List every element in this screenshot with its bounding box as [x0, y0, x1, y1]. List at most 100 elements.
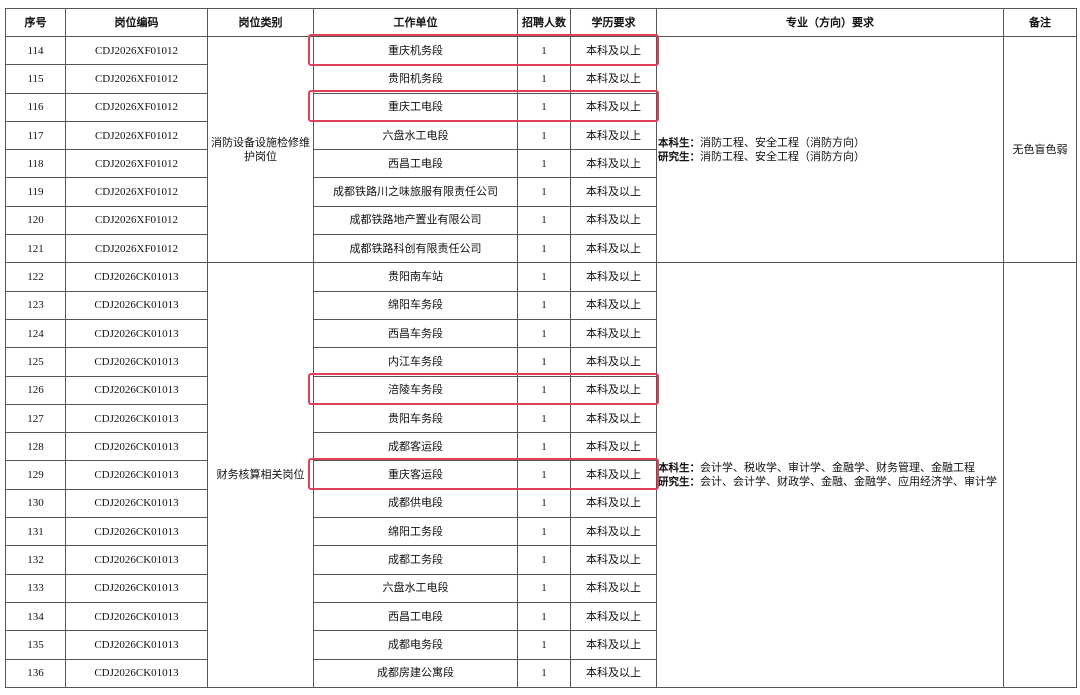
code-cell: CDJ2026XF01012 — [65, 234, 208, 264]
edu-cell: 本科及以上 — [570, 35, 657, 66]
table-row: 126 CDJ2026CK01013 涪陵车务段 1 本科及以上 — [5, 375, 1077, 405]
major-line: 本科生：消防工程、安全工程（消防方向） — [658, 136, 1002, 150]
count-cell: 1 — [517, 262, 571, 292]
count-cell: 1 — [517, 205, 571, 236]
major-cell: 本科生：消防工程、安全工程（消防方向） 研究生：消防工程、安全工程（消防方向） — [656, 35, 1004, 264]
code-cell: CDJ2026XF01012 — [65, 177, 208, 207]
seq-cell: 133 — [5, 573, 66, 603]
count-cell: 1 — [517, 290, 571, 320]
edu-cell: 本科及以上 — [570, 658, 657, 688]
count-cell: 1 — [517, 347, 571, 377]
edu-cell: 本科及以上 — [570, 92, 657, 122]
header-cell: 岗位编码 — [65, 8, 208, 37]
seq-cell: 135 — [5, 630, 66, 660]
code-cell: CDJ2026CK01013 — [65, 601, 208, 632]
note-cell: 无色盲色弱 — [1003, 35, 1077, 264]
major-line: 研究生：会计、会计学、财政学、金融、金融学、应用经济学、审计学 — [658, 475, 1002, 489]
code-cell: CDJ2026CK01013 — [65, 658, 208, 688]
code-cell: CDJ2026CK01013 — [65, 630, 208, 660]
unit-cell: 西昌工电段 — [313, 601, 518, 632]
table-row: 133 CDJ2026CK01013 六盘水工电段 1 本科及以上 — [5, 573, 1077, 603]
seq-cell: 114 — [5, 35, 66, 66]
header-cell: 专业（方向）要求 — [656, 8, 1004, 37]
code-cell: CDJ2026CK01013 — [65, 262, 208, 292]
table-row: 135 CDJ2026CK01013 成都电务段 1 本科及以上 — [5, 630, 1077, 660]
highlight-box — [307, 457, 659, 491]
edu-cell: 本科及以上 — [570, 347, 657, 377]
seq-cell: 121 — [5, 234, 66, 264]
table-row: 132 CDJ2026CK01013 成都工务段 1 本科及以上 — [5, 545, 1077, 575]
seq-cell: 130 — [5, 488, 66, 519]
category-cell: 消防设备设施检修维护岗位 — [207, 35, 314, 264]
count-cell: 1 — [517, 488, 571, 519]
unit-cell: 成都工务段 — [313, 545, 518, 575]
major-label: 研究生： — [658, 476, 700, 489]
count-cell: 1 — [517, 545, 571, 575]
major-line: 本科生：会计学、税收学、审计学、金融学、财务管理、金融工程 — [658, 461, 1002, 475]
seq-cell: 122 — [5, 262, 66, 292]
major-label: 本科生： — [658, 136, 700, 149]
seq-cell: 132 — [5, 545, 66, 575]
edu-cell: 本科及以上 — [570, 177, 657, 207]
unit-cell: 成都铁路川之味旅服有限责任公司 — [313, 177, 518, 207]
header-row: 序号 岗位编码 岗位类别 工作单位 招聘人数 学历要求 专业（方向）要求 备注 — [5, 8, 1077, 37]
seq-cell: 120 — [5, 205, 66, 236]
unit-cell: 成都铁路科创有限责任公司 — [313, 234, 518, 264]
table-row: 124 CDJ2026CK01013 西昌车务段 1 本科及以上 — [5, 318, 1077, 349]
header-cell: 工作单位 — [313, 8, 518, 37]
edu-cell: 本科及以上 — [570, 234, 657, 264]
header-cell: 招聘人数 — [517, 8, 571, 37]
edu-cell: 本科及以上 — [570, 290, 657, 320]
table-row: 131 CDJ2026CK01013 绵阳工务段 1 本科及以上 — [5, 517, 1077, 547]
highlight-box — [307, 373, 659, 406]
table-row: 121 CDJ2026XF01012 成都铁路科创有限责任公司 1 本科及以上 — [5, 234, 1077, 264]
highlight-box — [307, 33, 659, 66]
seq-cell: 125 — [5, 347, 66, 377]
code-cell: CDJ2026XF01012 — [65, 92, 208, 122]
edu-cell: 本科及以上 — [570, 403, 657, 434]
edu-cell: 本科及以上 — [570, 432, 657, 462]
unit-cell: 绵阳车务段 — [313, 290, 518, 320]
note-cell — [1003, 262, 1077, 688]
edu-cell: 本科及以上 — [570, 318, 657, 349]
count-cell: 1 — [517, 630, 571, 660]
job-table: 序号 岗位编码 岗位类别 工作单位 招聘人数 学历要求 专业（方向）要求 备注 114 CDJ2… — [5, 8, 1077, 688]
unit-cell: 成都房建公寓段 — [313, 658, 518, 688]
count-cell: 1 — [517, 403, 571, 434]
edu-cell: 本科及以上 — [570, 120, 657, 151]
major-text: 会计学、税收学、审计学、金融学、财务管理、金融工程 — [700, 462, 975, 475]
table-row: 122 CDJ2026CK01013 财务核算相关岗位 贵阳南车站 1 本科及以上 本科生：… — [5, 262, 1077, 688]
seq-cell: 126 — [5, 375, 66, 405]
unit-cell: 成都客运段 — [313, 432, 518, 462]
code-cell: CDJ2026CK01013 — [65, 375, 208, 405]
count-cell: 1 — [517, 234, 571, 264]
count-cell: 1 — [517, 120, 571, 151]
major-text: 会计、会计学、财政学、金融、金融学、应用经济学、审计学 — [700, 476, 997, 489]
table-row: 116 CDJ2026XF01012 重庆工电段 1 本科及以上 — [5, 92, 1077, 122]
code-cell: CDJ2026CK01013 — [65, 460, 208, 490]
edu-cell: 本科及以上 — [570, 630, 657, 660]
major-text: 消防工程、安全工程（消防方向） — [700, 150, 865, 163]
header-cell: 学历要求 — [570, 8, 657, 37]
code-cell: CDJ2026CK01013 — [65, 290, 208, 320]
code-cell: CDJ2026CK01013 — [65, 517, 208, 547]
code-cell: CDJ2026CK01013 — [65, 488, 208, 519]
code-cell: CDJ2026CK01013 — [65, 347, 208, 377]
unit-cell: 六盘水工电段 — [313, 120, 518, 151]
seq-cell: 123 — [5, 290, 66, 320]
major-text: 消防工程、安全工程（消防方向） — [700, 136, 865, 149]
table-row: 134 CDJ2026CK01013 西昌工电段 1 本科及以上 — [5, 601, 1077, 632]
count-cell: 1 — [517, 573, 571, 603]
seq-cell: 124 — [5, 318, 66, 349]
seq-cell: 134 — [5, 601, 66, 632]
unit-cell: 西昌车务段 — [313, 318, 518, 349]
table-row: 120 CDJ2026XF01012 成都铁路地产置业有限公司 1 本科及以上 — [5, 205, 1077, 236]
seq-cell: 118 — [5, 149, 66, 179]
table-row: 125 CDJ2026CK01013 内江车务段 1 本科及以上 — [5, 347, 1077, 377]
code-cell: CDJ2026CK01013 — [65, 318, 208, 349]
unit-cell: 成都供电段 — [313, 488, 518, 519]
code-cell: CDJ2026XF01012 — [65, 120, 208, 151]
seq-cell: 128 — [5, 432, 66, 462]
unit-cell: 贵阳机务段 — [313, 64, 518, 94]
